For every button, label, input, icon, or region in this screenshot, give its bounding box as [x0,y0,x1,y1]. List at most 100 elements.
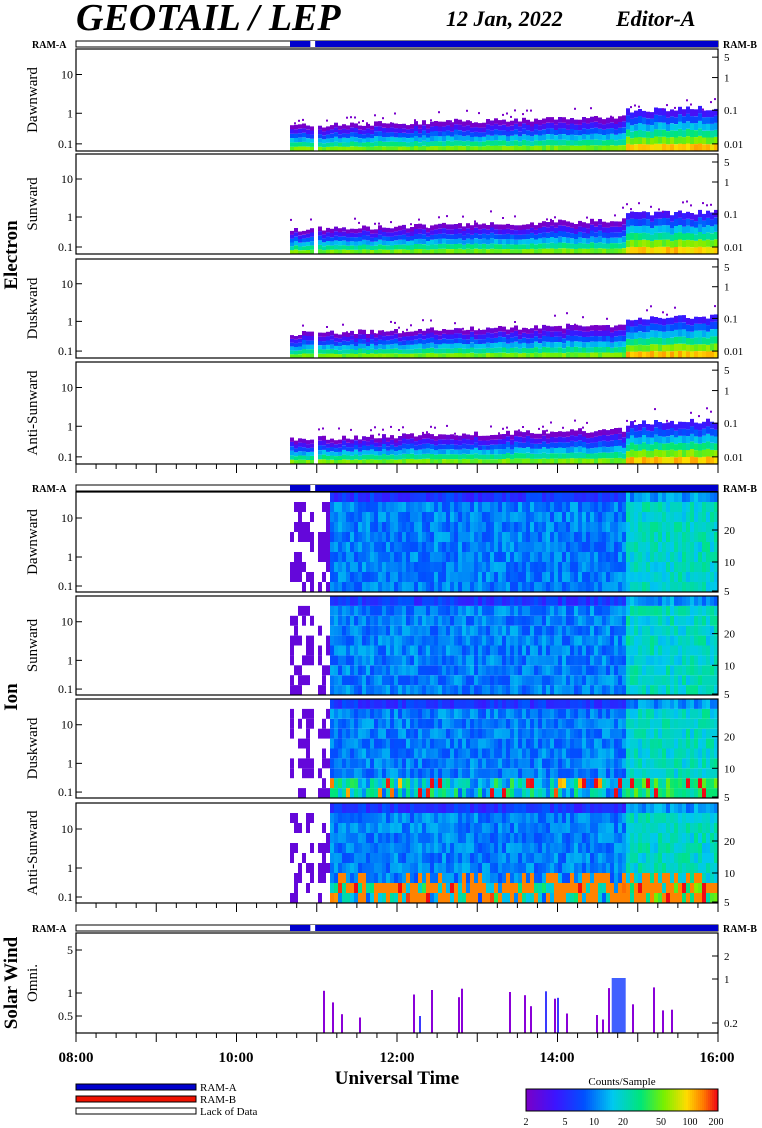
spectrogram-cell [418,333,422,339]
spectrogram-cell [534,352,538,358]
spectrogram-cell [402,562,406,572]
spectrogram-cell [546,532,550,542]
spectrogram-cell [490,140,494,146]
spectrogram-cell [586,453,590,459]
spectrogram-cell [290,342,294,347]
spectrogram-cell [430,655,434,666]
spectrogram-cell [526,229,530,235]
spectrogram-cell [362,436,366,441]
spectrogram-cell [570,129,574,135]
spectrogram-cell [714,450,718,458]
spectrogram-cell [570,429,574,436]
spectrogram-cell [450,625,454,636]
spectrogram-cell [342,231,346,237]
spectrogram-cell [434,512,438,522]
spectrogram-cell [498,439,502,445]
spectrogram-cell [298,235,302,239]
spectrogram-cell [570,325,574,331]
spectrogram-cell [450,665,454,676]
spectrogram-cell [574,492,578,502]
spectrogram-cell [478,512,482,522]
spectrogram-cell [606,675,610,686]
spectrogram-cell [374,758,378,769]
spectrogram-cell [330,459,334,464]
spectrogram-cell [306,605,310,616]
spectrogram-speckle [574,323,576,326]
spectrogram-cell [486,225,490,230]
spectrogram-cell [306,249,310,254]
spectrogram-cell [454,615,458,626]
spectrogram-cell [326,665,330,676]
spectrogram-cell [642,130,646,138]
spectrogram-cell [702,552,706,562]
spectrogram-cell [310,512,314,522]
spectrogram-cell [526,582,530,592]
spectrogram-cell [374,241,378,246]
spectrogram-cell [538,655,542,666]
panel-frame [75,491,719,593]
spectrogram-cell [458,445,462,450]
spectrogram-cell [434,572,438,582]
spectrogram-cell [598,352,602,358]
spectrogram-cell [566,352,570,358]
spectrogram-cell [318,332,322,337]
spectrogram-cell [638,615,642,626]
spectrogram-cell [582,635,586,646]
spectrogram-cell [494,123,498,130]
spectrogram-cell [382,572,386,582]
spectrogram-cell [522,675,526,686]
spectrogram-cell [414,625,418,636]
spectrogram-cell [374,438,378,443]
spectrogram-cell [542,532,546,542]
spectrogram-cell [630,562,634,572]
spectrogram-cell [586,665,590,676]
spectrogram-cell [498,625,502,636]
spectrogram-cell [666,582,670,592]
spectrogram-cell [454,229,458,234]
spectrogram-cell [554,645,558,656]
spectrogram-cell [442,512,446,522]
spectrogram-cell [362,665,366,676]
spectrogram-cell [610,429,614,435]
spectrogram-cell [374,748,378,759]
spectrogram-cell [506,685,510,695]
spectrogram-cell [482,596,486,606]
spectrogram-cell [578,446,582,453]
spectrogram-cell [486,502,490,512]
spectrogram-cell [674,226,678,233]
spectrogram-cell [686,422,690,430]
spectrogram-cell [370,582,374,592]
spectrogram-cell [370,492,374,502]
spectrogram-cell [486,332,490,338]
spectrogram-cell [650,635,654,646]
spectrogram-cell [590,635,594,646]
spectrogram-cell [614,512,618,522]
spectrogram-cell [366,758,370,769]
spectrogram-cell [690,542,694,552]
spectrogram-speckle [546,429,548,432]
spectrogram-cell [658,422,662,429]
spectrogram-cell [502,596,506,606]
spectrogram-cell [322,502,326,512]
spectrogram-cell [394,343,398,349]
spectrogram-cell [338,699,342,709]
spectrogram-cell [578,140,582,146]
spectrogram-cell [686,121,690,129]
spectrogram-cell [562,333,566,339]
spectrogram-cell [626,444,630,452]
spectrogram-cell [714,655,718,666]
spectrogram-cell [598,435,602,442]
spectrogram-cell [642,456,646,464]
spectrogram-cell [330,675,334,686]
spectrogram-cell [654,239,658,247]
spectrogram-cell [514,458,518,464]
spectrogram-cell [562,645,566,656]
spectrogram-cell [354,542,358,552]
spectrogram-cell [430,337,434,343]
spectrogram-cell [558,225,562,231]
spectrogram-cell [670,123,674,131]
spectrogram-cell [658,211,662,219]
spectrogram-cell [654,218,658,226]
spectrogram-cell [430,327,434,333]
spectrogram-cell [654,615,658,626]
